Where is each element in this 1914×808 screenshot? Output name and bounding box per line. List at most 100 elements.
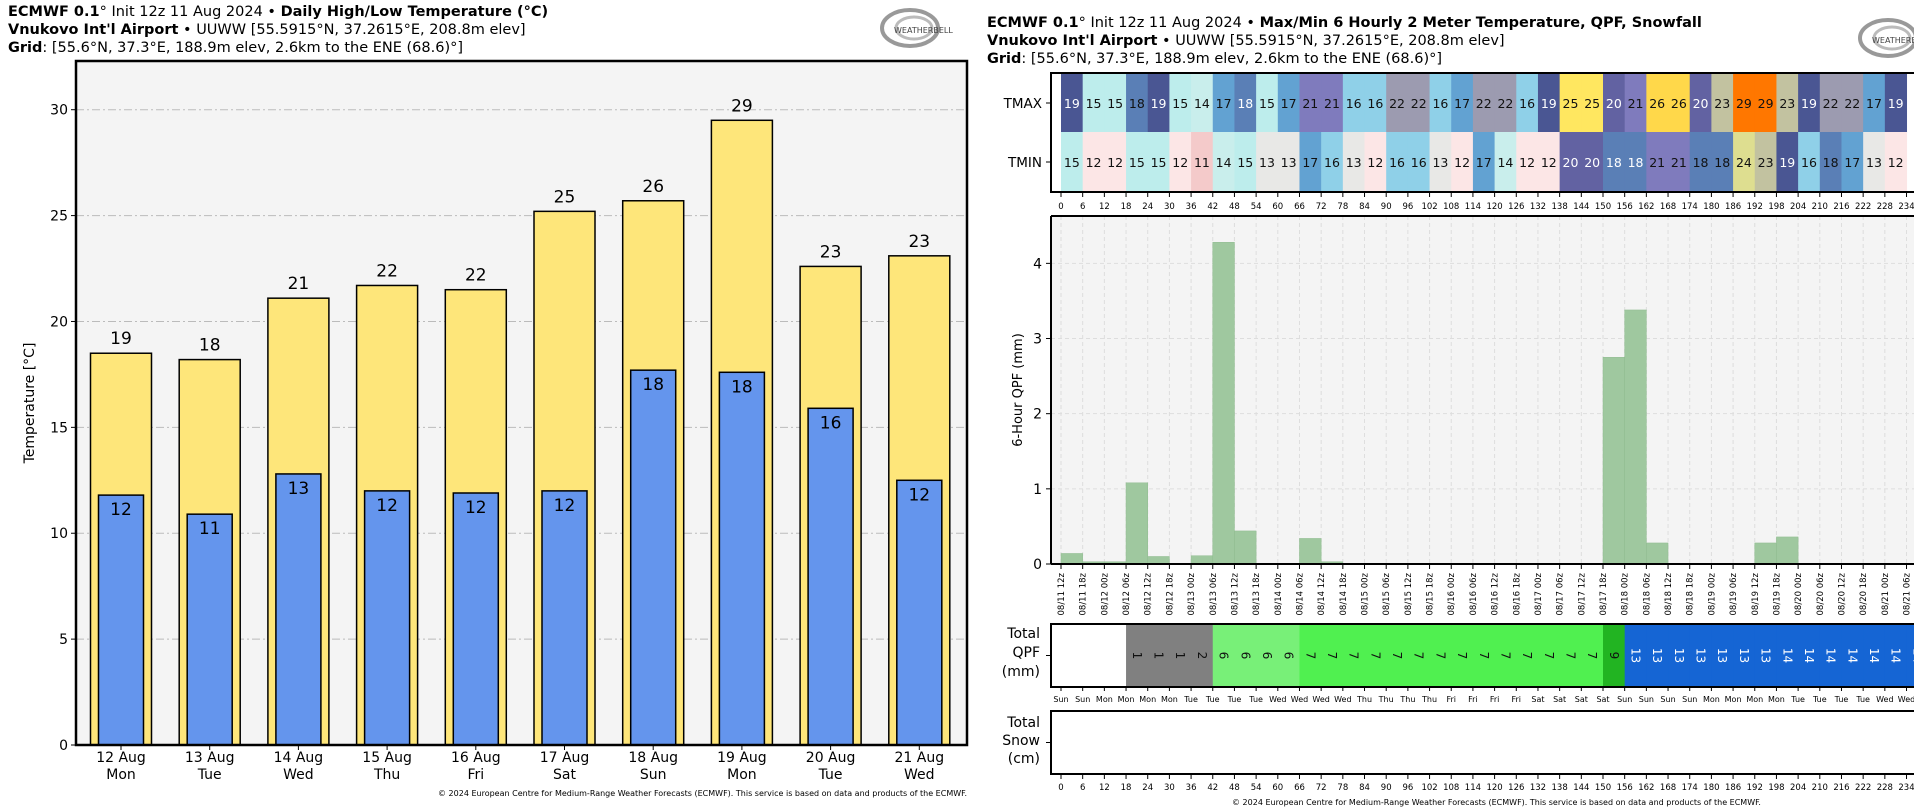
total-qpf-value: 1 (1130, 652, 1144, 660)
x-date-label: 08/14 06z (1295, 572, 1305, 615)
tmin-value: 16 (1324, 155, 1340, 170)
station-info: • UUWW [55.5915°N, 37.2615°E, 208.8m ele… (178, 22, 526, 38)
total-qpf-value: 6 (1282, 652, 1296, 660)
low-bar (718, 371, 766, 746)
x-date-label: 08/15 06z (1382, 572, 1392, 615)
tmin-cell (1277, 132, 1300, 192)
tmax-cell (1711, 73, 1734, 133)
low-label: 13 (288, 479, 310, 499)
day-label: Mon (1139, 695, 1156, 704)
tmin-cell (1537, 132, 1561, 192)
x-date-label: 08/12 06z (1122, 572, 1132, 615)
tmin-value: 18 (1823, 155, 1839, 170)
tmax-cell (1277, 73, 1300, 133)
total-qpf-value: 7 (1390, 652, 1404, 660)
tmin-cell (1711, 132, 1734, 192)
tmin-value: 12 (1172, 155, 1188, 170)
tmax-value: 16 (1367, 96, 1383, 111)
qpf-bar (1624, 309, 1647, 565)
x-date-label: 08/19 06z (1729, 572, 1739, 615)
y-axis-label: Temperature [°C] (22, 343, 38, 465)
low-label: 12 (110, 500, 132, 520)
low-bar (541, 490, 588, 746)
total-qpf-cell (1147, 624, 1170, 687)
tmax-cell (1884, 73, 1908, 133)
station-name: Vnukovo Int'l Airport (8, 22, 179, 38)
total-qpf-value: 1 (1152, 652, 1166, 660)
total-qpf-value: 13 (1715, 648, 1729, 663)
x-date-label: 12 Aug (96, 750, 146, 766)
tmin-value: 12 (1888, 155, 1904, 170)
tmin-value: 16 (1411, 155, 1427, 170)
hour-label: 42 (1207, 783, 1218, 793)
hour-label: 54 (1251, 202, 1262, 212)
total-qpf-cell (1516, 624, 1539, 687)
low-bar (629, 369, 677, 746)
total-qpf-cell (1321, 624, 1344, 687)
y-tick-label: 30 (50, 103, 68, 119)
hour-label: 186 (1725, 783, 1741, 793)
tmin-value: 13 (1346, 155, 1362, 170)
x-date-label: 15 Aug (362, 750, 412, 766)
total-qpf-value: 13 (1759, 648, 1773, 663)
tmin-value: 23 (1758, 155, 1774, 170)
tmax-value: 22 (1497, 96, 1513, 111)
x-date-label: 08/16 12z (1491, 572, 1501, 615)
hour-label: 234 (1898, 202, 1914, 212)
tmax-cell (1451, 73, 1474, 133)
hour-label: 168 (1660, 202, 1676, 212)
low-bar (275, 473, 322, 746)
low-label: 12 (376, 496, 398, 516)
hour-label: 18 (1121, 202, 1132, 212)
total-qpf-cell (1559, 624, 1582, 687)
total-qpf-cell (1819, 624, 1842, 687)
tmin-value: 12 (1107, 155, 1123, 170)
tmin-cell (1451, 132, 1474, 192)
tmax-value: 15 (1172, 96, 1188, 111)
day-label: Fri (1446, 695, 1456, 704)
x-date-label: 08/14 12z (1317, 572, 1327, 615)
tmax-value: 21 (1302, 96, 1318, 111)
day-label: Sat (1553, 695, 1566, 704)
hour-label: 60 (1272, 202, 1283, 212)
tmin-cell (1494, 132, 1517, 192)
x-date-label: 08/14 00z (1274, 572, 1284, 615)
x-date-label: 13 Aug (185, 750, 235, 766)
high-label: 26 (642, 177, 664, 197)
tmin-value: 15 (1151, 155, 1167, 170)
tmax-value: 18 (1237, 96, 1253, 111)
grid-label: Grid (8, 40, 43, 56)
total-qpf-value: 7 (1412, 652, 1426, 660)
qpf-bar (1776, 536, 1799, 565)
x-date-label: 08/12 18z (1165, 572, 1175, 615)
total-qpf-cell (1798, 624, 1821, 687)
tmin-cell (1689, 132, 1712, 192)
hour-label: 126 (1508, 202, 1524, 212)
logo-text: WEATHERBELL (1872, 36, 1914, 45)
day-label: Sun (1075, 695, 1090, 704)
total-qpf-value: 6 (1238, 652, 1252, 660)
tmin-value: 12 (1541, 155, 1557, 170)
day-label: Tue (1205, 695, 1220, 704)
tmax-cell (1212, 73, 1235, 133)
tmin-cell (1668, 132, 1691, 192)
tmax-value: 26 (1649, 96, 1665, 111)
tmin-cell (1256, 132, 1279, 192)
day-label: Fri (1468, 695, 1478, 704)
tmax-cell (1776, 73, 1799, 133)
tmax-cell (1819, 73, 1842, 133)
low-bar (186, 513, 233, 746)
qpf-bar (1147, 556, 1170, 565)
day-label: Thu (1356, 695, 1372, 704)
tmax-value: 23 (1779, 96, 1795, 111)
total-qpf-value: 7 (1563, 652, 1577, 660)
tmax-cell (1754, 73, 1777, 133)
low-label: 12 (908, 485, 930, 505)
day-label: Tue (1183, 695, 1198, 704)
tmax-value: 22 (1823, 96, 1839, 111)
weatherbell-logo: WEATHERBELL (1858, 18, 1914, 58)
hour-label: 78 (1337, 783, 1348, 793)
tmin-value: 13 (1281, 155, 1297, 170)
x-weekday-label: Tue (197, 767, 222, 783)
